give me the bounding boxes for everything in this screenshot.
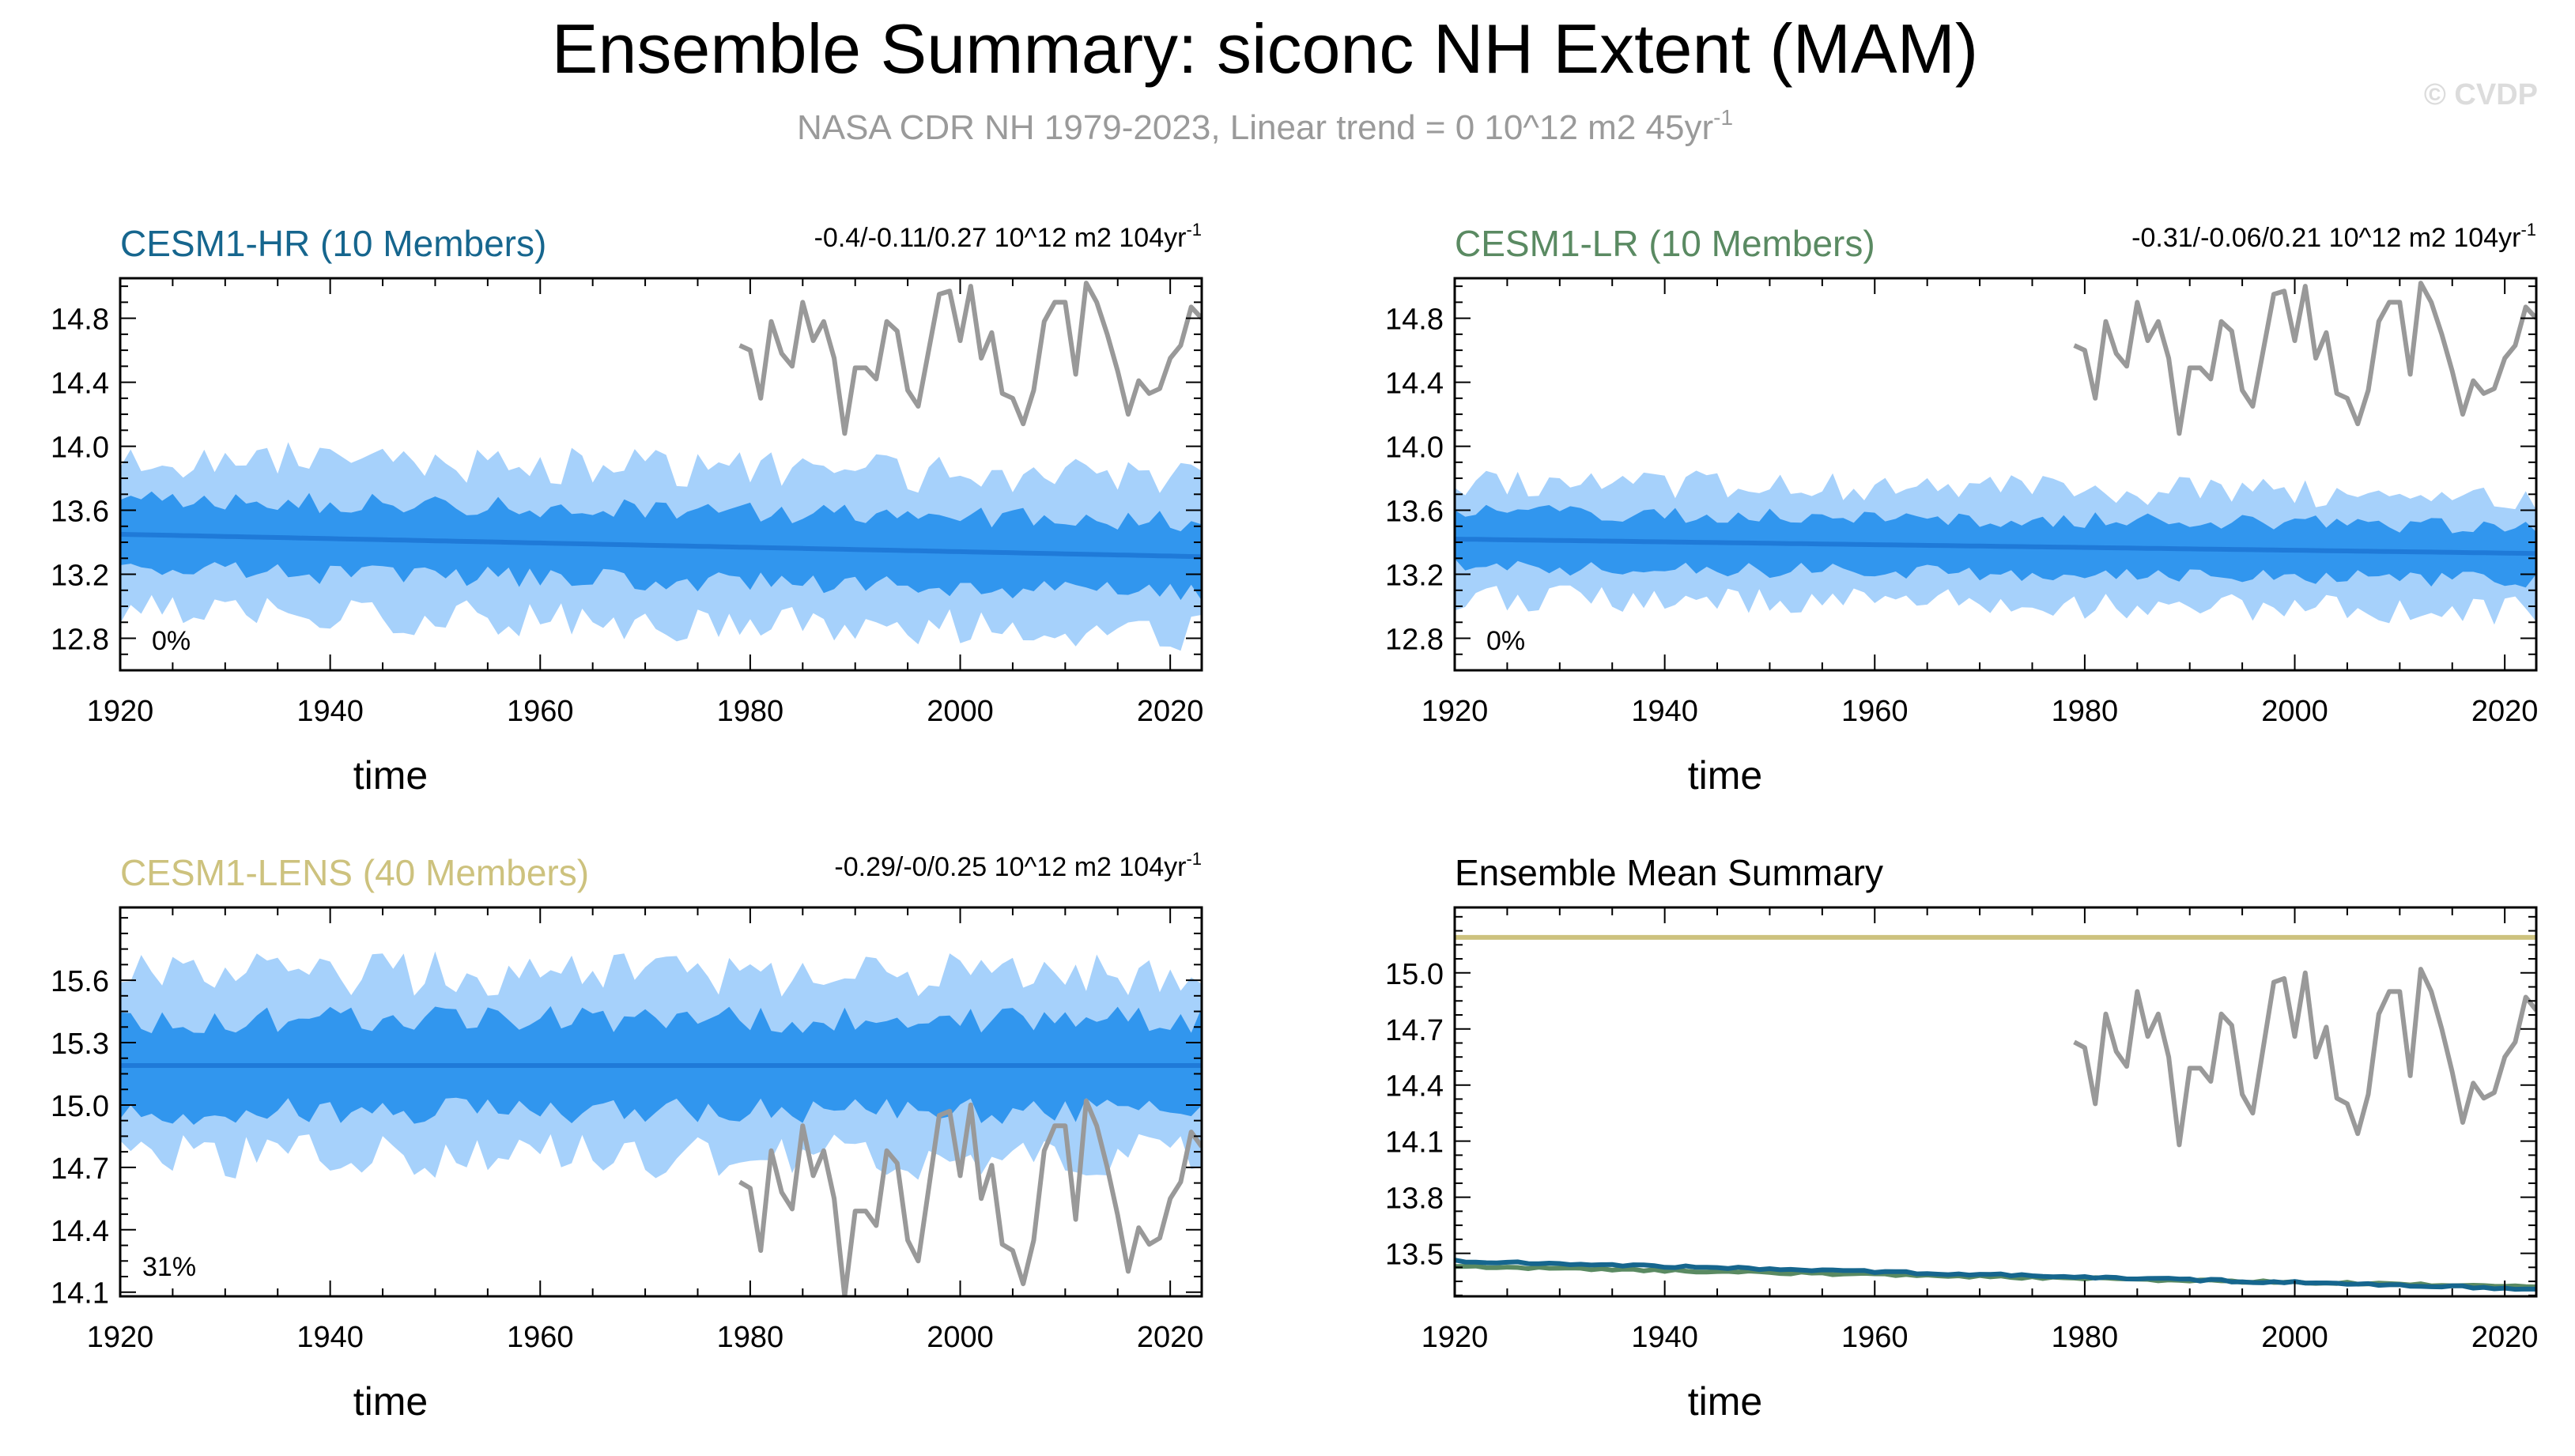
x-tick-label: 2000 <box>2261 695 2328 728</box>
x-tick-label: 1920 <box>87 1321 154 1354</box>
plot-area <box>1455 934 2536 1292</box>
observations-line <box>2073 281 2536 436</box>
y-tick-label: 14.0 <box>1385 432 1444 465</box>
x-tick-label: 1940 <box>1631 695 1698 728</box>
panel-stats-text: -0.29/-0/0.25 10^12 m2 104yr <box>834 852 1186 882</box>
y-tick-label: 12.8 <box>51 624 109 657</box>
x-tick-label: 1920 <box>87 695 154 728</box>
x-tick-label: 1940 <box>296 695 364 728</box>
x-tick-label: 1980 <box>717 695 784 728</box>
percent-label: 0% <box>152 626 191 656</box>
plot-frame <box>119 277 1203 672</box>
ensemble-mean-line <box>120 531 1202 560</box>
x-axis-label: time <box>1688 753 1762 798</box>
x-tick-label: 2020 <box>2471 695 2539 728</box>
y-tick-label: 14.4 <box>1385 1070 1444 1103</box>
observations-line <box>738 281 1202 436</box>
panel-title: Ensemble Mean Summary <box>1455 852 1883 893</box>
x-axis-label: time <box>353 1379 428 1424</box>
panel-cesm1-lr: 1920 1940 1960 1980 2000 2020 12.8 13.2 13.6 14.0… <box>1385 220 2538 798</box>
x-axis-label: time <box>1688 1379 1762 1424</box>
x-tick-label: 2000 <box>927 695 994 728</box>
panel-title: CESM1-LENS (40 Members) <box>120 852 589 893</box>
x-tick-label: 2000 <box>2261 1321 2328 1354</box>
figure-subtitle-text: NASA CDR NH 1979-2023, Linear trend = 0 … <box>797 108 1713 147</box>
x-tick-label: 1960 <box>507 1321 574 1354</box>
y-tick-label: 14.1 <box>51 1277 109 1311</box>
y-tick-label: 13.2 <box>51 560 109 593</box>
y-tick-label: 14.4 <box>51 368 109 401</box>
plot-frame <box>1453 906 2538 1298</box>
x-tick-label: 1980 <box>2052 1321 2119 1354</box>
y-tick-label: 15.6 <box>51 965 109 998</box>
y-tick-label: 15.0 <box>1385 958 1444 991</box>
panel-stats: -0.31/-0.06/0.21 10^12 m2 104yr-1 <box>2131 220 2536 253</box>
y-tick-label: 13.6 <box>51 496 109 529</box>
panel-stats-sup: -1 <box>1186 849 1202 869</box>
x-tick-label: 2020 <box>1137 695 1204 728</box>
panel-cesm1-lens: 1920 1940 1960 1980 2000 2020 14.1 14.4 14.7 15.0… <box>51 849 1203 1424</box>
panel-stats-text: -0.4/-0.11/0.27 10^12 m2 104yr <box>814 223 1187 253</box>
percent-label: 0% <box>1486 626 1525 656</box>
x-tick-label: 1940 <box>296 1321 364 1354</box>
x-tick-label: 1920 <box>1422 695 1489 728</box>
x-tick-label: 2000 <box>927 1321 994 1354</box>
y-tick-label: 15.0 <box>51 1090 109 1123</box>
plot-frame <box>119 906 1203 1298</box>
x-tick-label: 2020 <box>1137 1321 1204 1354</box>
x-tick-label: 1980 <box>2052 695 2119 728</box>
percent-label: 31% <box>142 1252 196 1282</box>
plot-area <box>120 281 1202 651</box>
x-axis-label: time <box>353 753 428 798</box>
x-tick-label: 1940 <box>1631 1321 1698 1354</box>
y-tick-label: 14.4 <box>1385 368 1444 401</box>
x-tick-label: 1960 <box>1841 695 1909 728</box>
x-tick-label: 1960 <box>1841 1321 1909 1354</box>
y-tick-label: 14.7 <box>1385 1014 1444 1047</box>
panel-stats-sup: -1 <box>1186 220 1202 240</box>
figure-subtitle-sup: -1 <box>1713 105 1733 130</box>
y-tick-label: 14.0 <box>51 432 109 465</box>
y-tick-label: 14.7 <box>51 1152 109 1186</box>
y-tick-label: 13.5 <box>1385 1239 1444 1272</box>
figure-title: Ensemble Summary: siconc NH Extent (MAM) <box>552 9 1978 88</box>
plot-area <box>120 951 1202 1296</box>
watermark: © CVDP <box>2424 78 2538 111</box>
panel-stats-text: -0.31/-0.06/0.21 10^12 m2 104yr <box>2131 223 2520 253</box>
y-tick-label: 14.8 <box>1385 304 1444 337</box>
x-tick-label: 1980 <box>717 1321 784 1354</box>
observations-line <box>2073 967 2536 1148</box>
panel-stats: -0.29/-0/0.25 10^12 m2 104yr-1 <box>834 849 1202 882</box>
panel-title: CESM1-HR (10 Members) <box>120 223 546 264</box>
panel-stats-sup: -1 <box>2520 220 2536 240</box>
y-tick-label: 14.1 <box>1385 1126 1444 1160</box>
y-tick-label: 13.8 <box>1385 1183 1444 1216</box>
panel-title: CESM1-LR (10 Members) <box>1455 223 1875 264</box>
y-tick-label: 13.6 <box>1385 496 1444 529</box>
observations-line <box>738 1098 1202 1296</box>
plot-area <box>1455 281 2536 625</box>
x-tick-label: 1920 <box>1422 1321 1489 1354</box>
y-tick-label: 14.8 <box>51 304 109 337</box>
y-tick-label: 15.3 <box>51 1028 109 1061</box>
panel-ensemble-mean-summary: 1920 1940 1960 1980 2000 2020 13.5 13.8 14.1 14.4… <box>1385 852 2538 1424</box>
y-tick-label: 14.4 <box>51 1215 109 1248</box>
ensemble-mean-line <box>1455 537 2536 556</box>
plot-frame <box>1453 277 2538 672</box>
panel-cesm1-hr: 1920 1940 1960 1980 2000 2020 12.8 13.2 13.6 14.0… <box>51 220 1203 798</box>
x-tick-label: 2020 <box>2471 1321 2539 1354</box>
panel-stats: -0.4/-0.11/0.27 10^12 m2 104yr-1 <box>814 220 1202 253</box>
x-tick-label: 1960 <box>507 695 574 728</box>
figure-subtitle: NASA CDR NH 1979-2023, Linear trend = 0 … <box>797 105 1733 147</box>
y-tick-label: 13.2 <box>1385 560 1444 593</box>
hr-mean-line <box>1455 1258 2536 1292</box>
y-tick-label: 12.8 <box>1385 624 1444 657</box>
